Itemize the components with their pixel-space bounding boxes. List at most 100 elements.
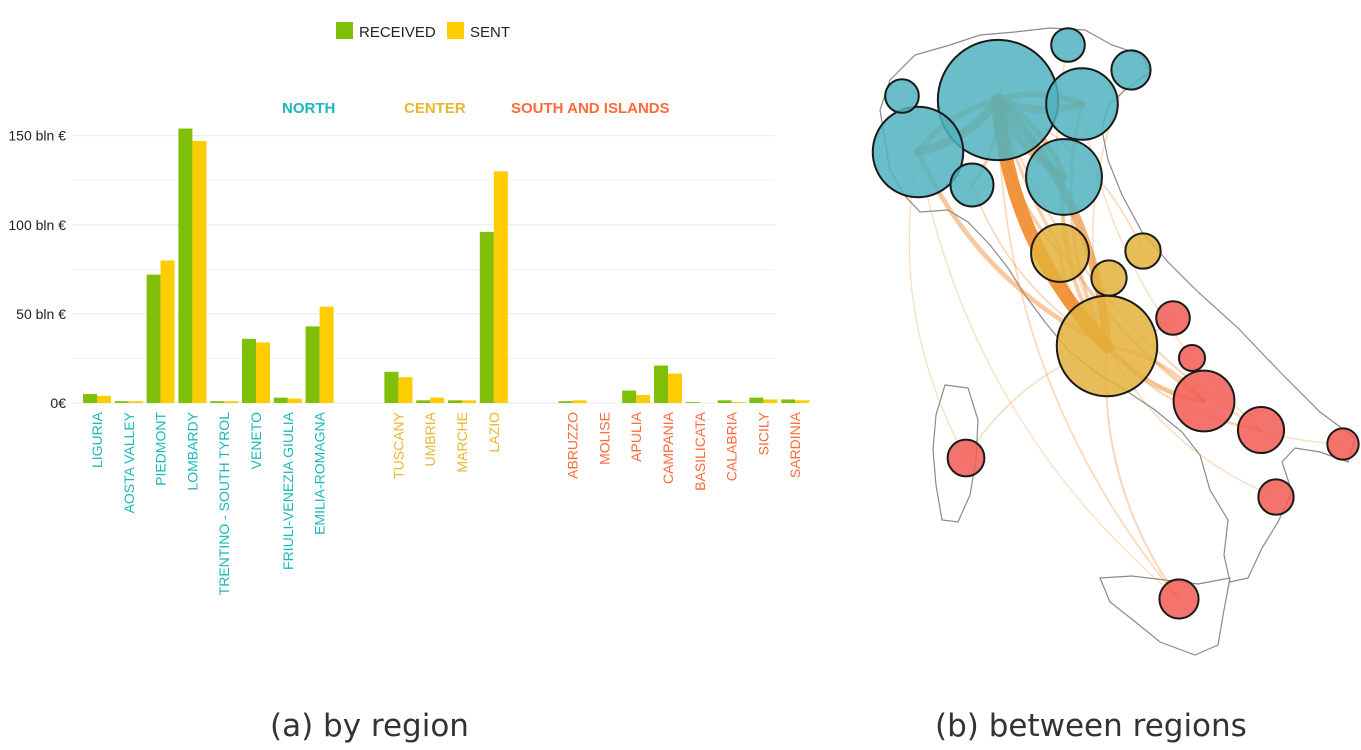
node-calabria bbox=[1257, 478, 1295, 516]
bar-received-veneto bbox=[242, 338, 256, 403]
x-label-emilia-romagna: EMILIA-ROMAGNA bbox=[312, 411, 328, 535]
x-label-umbria: UMBRIA bbox=[422, 411, 438, 466]
y-tick-label: 50 bln € bbox=[16, 306, 66, 322]
caption-by-region: (a) by region bbox=[270, 708, 469, 744]
group-labels: NORTH CENTER SOUTH AND ISLANDS bbox=[282, 100, 670, 117]
x-label-abruzzo: ABRUZZO bbox=[565, 412, 581, 479]
bar-received-liguria bbox=[83, 394, 97, 403]
x-label-friuli-venezia-giulia: FRIULI-VENEZIA GIULIA bbox=[280, 411, 296, 570]
bar-received-tuscany bbox=[384, 371, 399, 403]
x-label-marche: MARCHE bbox=[454, 412, 470, 473]
region-nodes bbox=[871, 27, 1360, 620]
bar-sent-marche bbox=[462, 400, 476, 403]
node-marche bbox=[1124, 232, 1162, 270]
group-label-south-and-islands: SOUTH AND ISLANDS bbox=[511, 100, 670, 117]
bar-sent-aosta-valley bbox=[128, 401, 143, 403]
x-label-lazio: LAZIO bbox=[486, 412, 502, 453]
legend-sent-label: SENT bbox=[470, 24, 510, 41]
bar-received-emilia-romagna bbox=[305, 326, 320, 403]
x-axis-region-labels: LIGURIA AOSTA VALLEY PIEDMONT LOMBARDY TRENT… bbox=[89, 411, 803, 595]
bar-sent-lombardy bbox=[192, 140, 207, 403]
bar-sent-lazio bbox=[493, 171, 508, 403]
x-label-calabria: CALABRIA bbox=[724, 411, 740, 481]
node-sardinia bbox=[946, 438, 986, 478]
bar-received-piedmont bbox=[146, 274, 161, 403]
caption-between-regions: (b) between regions bbox=[935, 708, 1247, 744]
x-label-piedmont: PIEDMONT bbox=[153, 412, 169, 486]
y-tick-label: 150 bln € bbox=[8, 128, 66, 144]
y-tick-label: 100 bln € bbox=[8, 217, 66, 233]
node-emilia-romagna bbox=[1025, 138, 1103, 216]
x-label-lombardy: LOMBARDY bbox=[184, 411, 200, 490]
bar-received-lombardy bbox=[178, 128, 193, 404]
bar-sent-apulia bbox=[636, 394, 651, 403]
node-campania bbox=[1172, 369, 1236, 433]
node-apulia bbox=[1236, 405, 1286, 455]
grid-lines bbox=[72, 135, 775, 404]
node-umbria bbox=[1090, 259, 1128, 297]
bar-received-friuli-venezia-giulia bbox=[273, 397, 288, 403]
node-liguria bbox=[949, 162, 995, 208]
bar-received-basilicata bbox=[685, 402, 700, 403]
node-tuscany bbox=[1030, 223, 1090, 283]
bar-received-sicily bbox=[749, 397, 764, 403]
node-abruzzo bbox=[1155, 300, 1191, 336]
bar-received-aosta-valley bbox=[114, 401, 129, 403]
x-label-veneto: VENETO bbox=[248, 412, 264, 469]
bar-received-trentino-south-tyrol bbox=[210, 401, 225, 403]
bar-sent-friuli-venezia-giulia bbox=[287, 398, 302, 403]
bar-received-umbria bbox=[416, 400, 431, 403]
bar-sent-calabria bbox=[731, 402, 746, 403]
bars bbox=[83, 128, 810, 404]
node-molise bbox=[1178, 344, 1206, 372]
sicily-outline bbox=[1099, 575, 1231, 656]
legend: RECEIVED SENT bbox=[336, 22, 510, 41]
bar-sent-abruzzo bbox=[572, 400, 587, 403]
bar-chart: RECEIVED SENT NORTH CENTER SOUTH AND ISL… bbox=[8, 22, 810, 595]
legend-received-swatch bbox=[336, 22, 353, 39]
node-lazio bbox=[1055, 294, 1159, 398]
bar-sent-piedmont bbox=[160, 260, 175, 403]
node-basilicata bbox=[1326, 427, 1360, 461]
bar-sent-campania bbox=[668, 373, 682, 403]
bar-received-calabria bbox=[717, 400, 732, 403]
bar-sent-veneto bbox=[256, 342, 270, 403]
x-label-campania: CAMPANIA bbox=[660, 411, 676, 484]
x-label-basilicata: BASILICATA bbox=[692, 411, 708, 491]
x-label-liguria: LIGURIA bbox=[89, 411, 105, 468]
x-label-trentino-south-tyrol: TRENTINO - SOUTH TYROL bbox=[216, 412, 232, 596]
legend-sent-swatch bbox=[447, 22, 464, 39]
node-sicily bbox=[1158, 578, 1200, 620]
flow-piedmont-to-sicily bbox=[917, 151, 1180, 600]
node-aosta-valley bbox=[884, 78, 920, 114]
bar-received-lazio bbox=[479, 231, 494, 403]
bar-received-sardinia bbox=[781, 399, 796, 403]
bar-received-apulia bbox=[622, 390, 637, 403]
bar-sent-umbria bbox=[430, 397, 445, 403]
x-label-tuscany: TUSCANY bbox=[390, 411, 406, 479]
bar-received-campania bbox=[654, 365, 668, 403]
bar-received-abruzzo bbox=[558, 401, 573, 403]
legend-received-label: RECEIVED bbox=[359, 24, 436, 41]
group-label-center: CENTER bbox=[404, 100, 466, 117]
group-label-north: NORTH bbox=[282, 100, 335, 117]
bar-sent-trentino-south-tyrol bbox=[224, 401, 239, 403]
bar-sent-sardinia bbox=[795, 400, 810, 403]
italy-flow-map bbox=[871, 27, 1360, 656]
x-label-molise: MOLISE bbox=[596, 412, 612, 465]
node-trentino-south-tyrol bbox=[1050, 27, 1086, 63]
node-veneto bbox=[1045, 67, 1119, 141]
bar-sent-sicily bbox=[763, 399, 778, 403]
x-label-sardinia: SARDINIA bbox=[787, 411, 803, 478]
bar-sent-emilia-romagna bbox=[319, 306, 334, 403]
bar-sent-liguria bbox=[97, 395, 111, 403]
x-label-aosta-valley: AOSTA VALLEY bbox=[121, 411, 137, 513]
x-label-apulia: APULIA bbox=[628, 411, 644, 461]
node-friuli-venezia-giulia bbox=[1110, 49, 1152, 91]
bar-received-marche bbox=[448, 400, 462, 403]
bar-sent-tuscany bbox=[398, 377, 413, 403]
x-label-sicily: SICILY bbox=[755, 411, 771, 455]
sardinia-outline bbox=[932, 384, 979, 523]
flow-lombardy-to-sicily bbox=[997, 99, 1180, 600]
node-piedmont bbox=[871, 105, 965, 199]
